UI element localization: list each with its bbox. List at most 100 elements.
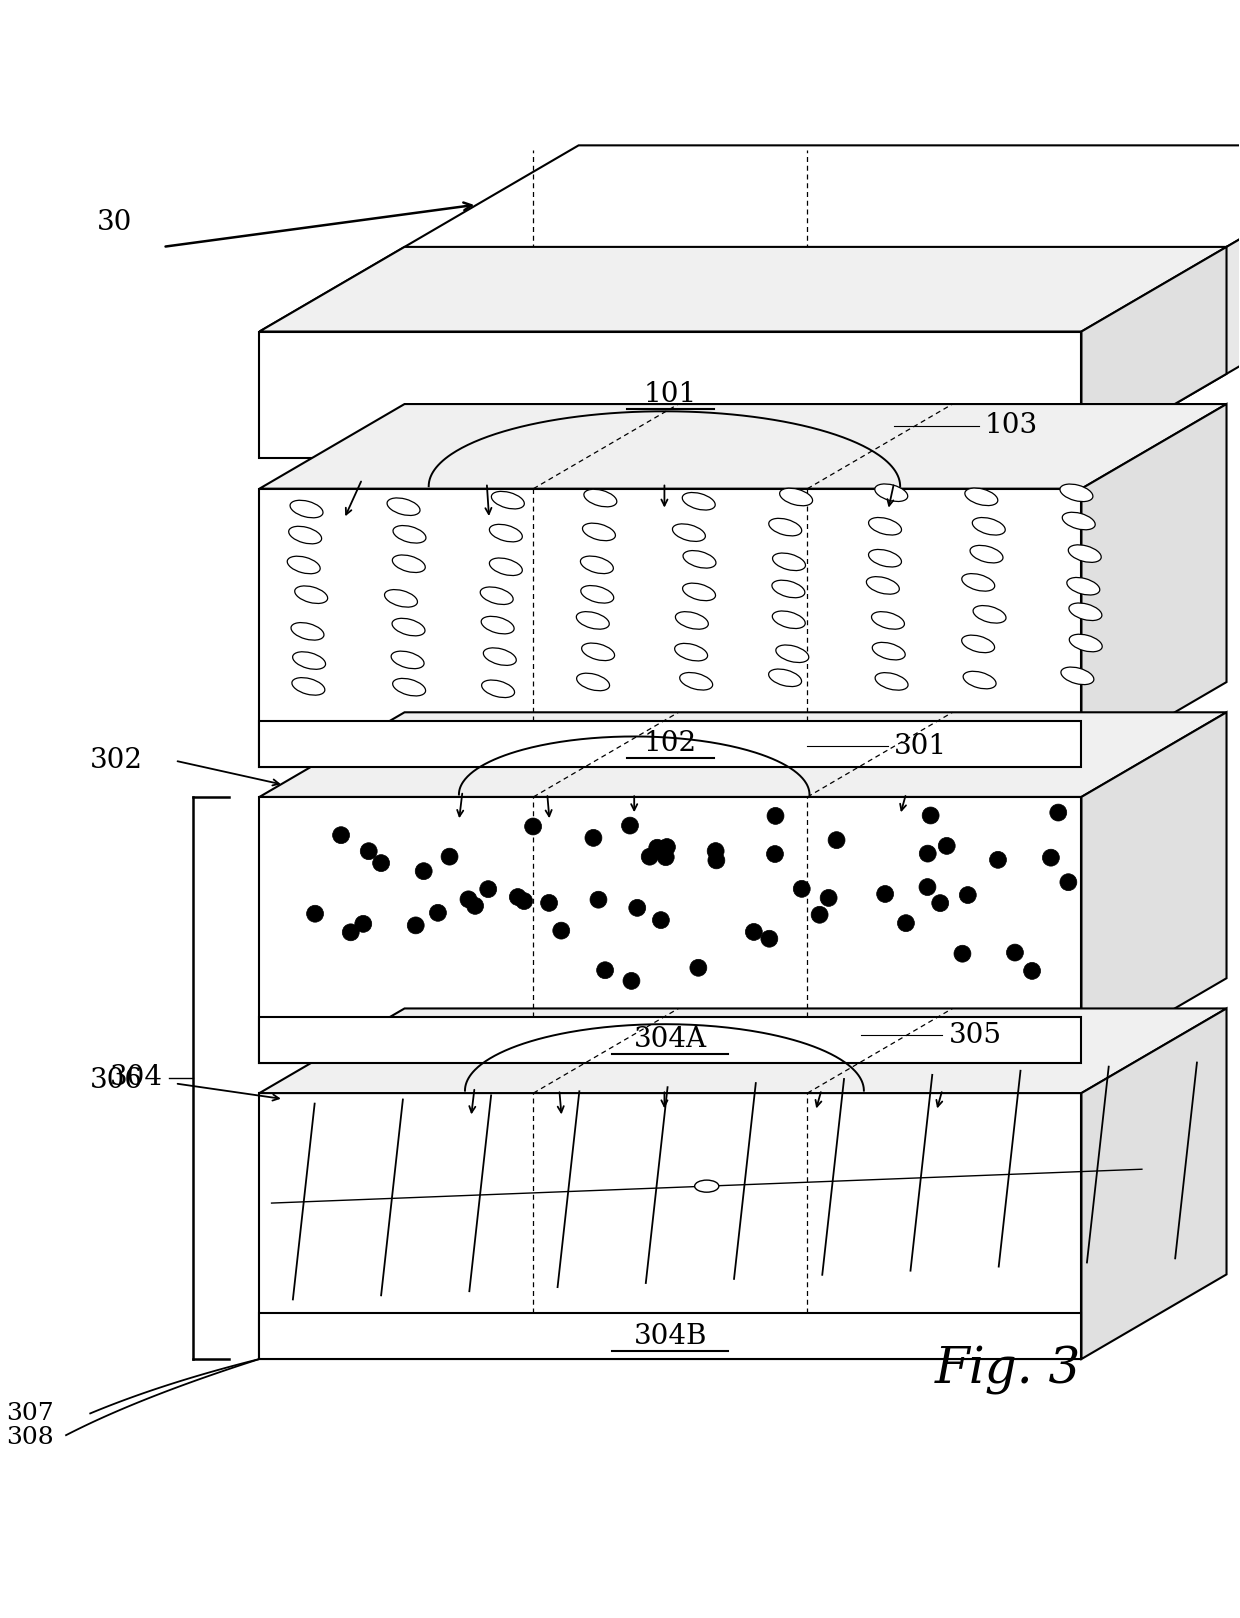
Ellipse shape bbox=[680, 673, 713, 689]
Ellipse shape bbox=[773, 612, 805, 628]
Circle shape bbox=[919, 845, 936, 862]
Ellipse shape bbox=[874, 484, 908, 502]
Ellipse shape bbox=[577, 673, 610, 691]
Circle shape bbox=[1050, 804, 1066, 820]
Ellipse shape bbox=[393, 678, 425, 696]
Circle shape bbox=[373, 854, 389, 872]
Ellipse shape bbox=[867, 576, 899, 594]
Text: 30: 30 bbox=[97, 209, 133, 236]
Polygon shape bbox=[259, 248, 1226, 332]
Circle shape bbox=[621, 817, 639, 833]
Ellipse shape bbox=[289, 526, 321, 544]
Ellipse shape bbox=[484, 647, 516, 665]
Ellipse shape bbox=[962, 574, 994, 591]
Circle shape bbox=[355, 916, 372, 932]
Circle shape bbox=[641, 848, 658, 866]
Ellipse shape bbox=[577, 612, 609, 629]
Ellipse shape bbox=[384, 589, 418, 607]
Circle shape bbox=[877, 885, 894, 903]
Circle shape bbox=[768, 807, 784, 824]
Circle shape bbox=[657, 849, 675, 866]
Ellipse shape bbox=[291, 678, 325, 696]
Circle shape bbox=[990, 851, 1007, 869]
Ellipse shape bbox=[672, 524, 706, 542]
Ellipse shape bbox=[675, 644, 708, 660]
Polygon shape bbox=[259, 712, 1226, 798]
Circle shape bbox=[708, 853, 725, 869]
Text: 302: 302 bbox=[91, 748, 144, 773]
Ellipse shape bbox=[490, 524, 522, 542]
Ellipse shape bbox=[1063, 513, 1095, 529]
Ellipse shape bbox=[584, 489, 616, 506]
Polygon shape bbox=[259, 1094, 1081, 1359]
Ellipse shape bbox=[682, 582, 715, 600]
Polygon shape bbox=[259, 1008, 1226, 1094]
Circle shape bbox=[306, 904, 324, 922]
Circle shape bbox=[415, 862, 433, 880]
Polygon shape bbox=[259, 1018, 1081, 1063]
Ellipse shape bbox=[872, 642, 905, 660]
Ellipse shape bbox=[288, 557, 320, 574]
Text: 304: 304 bbox=[110, 1065, 162, 1092]
Ellipse shape bbox=[1061, 667, 1094, 684]
Ellipse shape bbox=[392, 618, 425, 636]
Ellipse shape bbox=[1069, 634, 1102, 652]
Circle shape bbox=[923, 807, 939, 824]
Ellipse shape bbox=[773, 581, 805, 597]
Polygon shape bbox=[1081, 146, 1240, 458]
Circle shape bbox=[828, 832, 844, 848]
Circle shape bbox=[622, 972, 640, 989]
Polygon shape bbox=[1081, 404, 1226, 767]
Circle shape bbox=[960, 887, 976, 903]
Ellipse shape bbox=[580, 557, 614, 574]
Circle shape bbox=[585, 830, 601, 846]
Circle shape bbox=[361, 843, 377, 859]
Polygon shape bbox=[259, 146, 1240, 332]
Circle shape bbox=[342, 924, 360, 940]
Ellipse shape bbox=[387, 498, 420, 516]
Circle shape bbox=[707, 843, 724, 859]
Circle shape bbox=[939, 838, 955, 854]
Ellipse shape bbox=[1069, 604, 1102, 621]
Ellipse shape bbox=[875, 673, 908, 691]
Ellipse shape bbox=[676, 612, 708, 629]
Polygon shape bbox=[259, 489, 1081, 767]
Ellipse shape bbox=[776, 646, 808, 662]
Circle shape bbox=[1043, 849, 1059, 866]
Ellipse shape bbox=[1066, 578, 1100, 595]
Text: 304A: 304A bbox=[634, 1026, 707, 1053]
Circle shape bbox=[1023, 963, 1040, 979]
Ellipse shape bbox=[970, 545, 1003, 563]
Circle shape bbox=[761, 930, 777, 947]
Circle shape bbox=[553, 922, 569, 938]
Ellipse shape bbox=[1060, 484, 1092, 502]
Circle shape bbox=[629, 900, 646, 916]
Circle shape bbox=[931, 895, 949, 911]
Ellipse shape bbox=[293, 652, 326, 670]
Circle shape bbox=[596, 961, 614, 979]
Ellipse shape bbox=[480, 587, 513, 605]
Ellipse shape bbox=[392, 555, 425, 573]
Ellipse shape bbox=[1069, 545, 1101, 563]
Circle shape bbox=[898, 914, 914, 932]
Circle shape bbox=[766, 846, 784, 862]
Text: 102: 102 bbox=[644, 730, 697, 757]
Circle shape bbox=[954, 945, 971, 963]
Circle shape bbox=[689, 959, 707, 976]
Ellipse shape bbox=[872, 612, 904, 629]
Circle shape bbox=[332, 827, 350, 843]
Ellipse shape bbox=[965, 489, 998, 505]
Text: 103: 103 bbox=[985, 413, 1038, 440]
Ellipse shape bbox=[583, 523, 615, 540]
Ellipse shape bbox=[972, 518, 1006, 536]
Ellipse shape bbox=[963, 671, 996, 689]
Polygon shape bbox=[1081, 248, 1226, 458]
Text: 307: 307 bbox=[6, 1401, 55, 1425]
Text: 306: 306 bbox=[91, 1068, 144, 1094]
Ellipse shape bbox=[580, 586, 614, 604]
Circle shape bbox=[652, 911, 670, 929]
Ellipse shape bbox=[868, 550, 901, 566]
Ellipse shape bbox=[682, 492, 715, 510]
Polygon shape bbox=[259, 720, 1081, 767]
Circle shape bbox=[919, 879, 936, 895]
